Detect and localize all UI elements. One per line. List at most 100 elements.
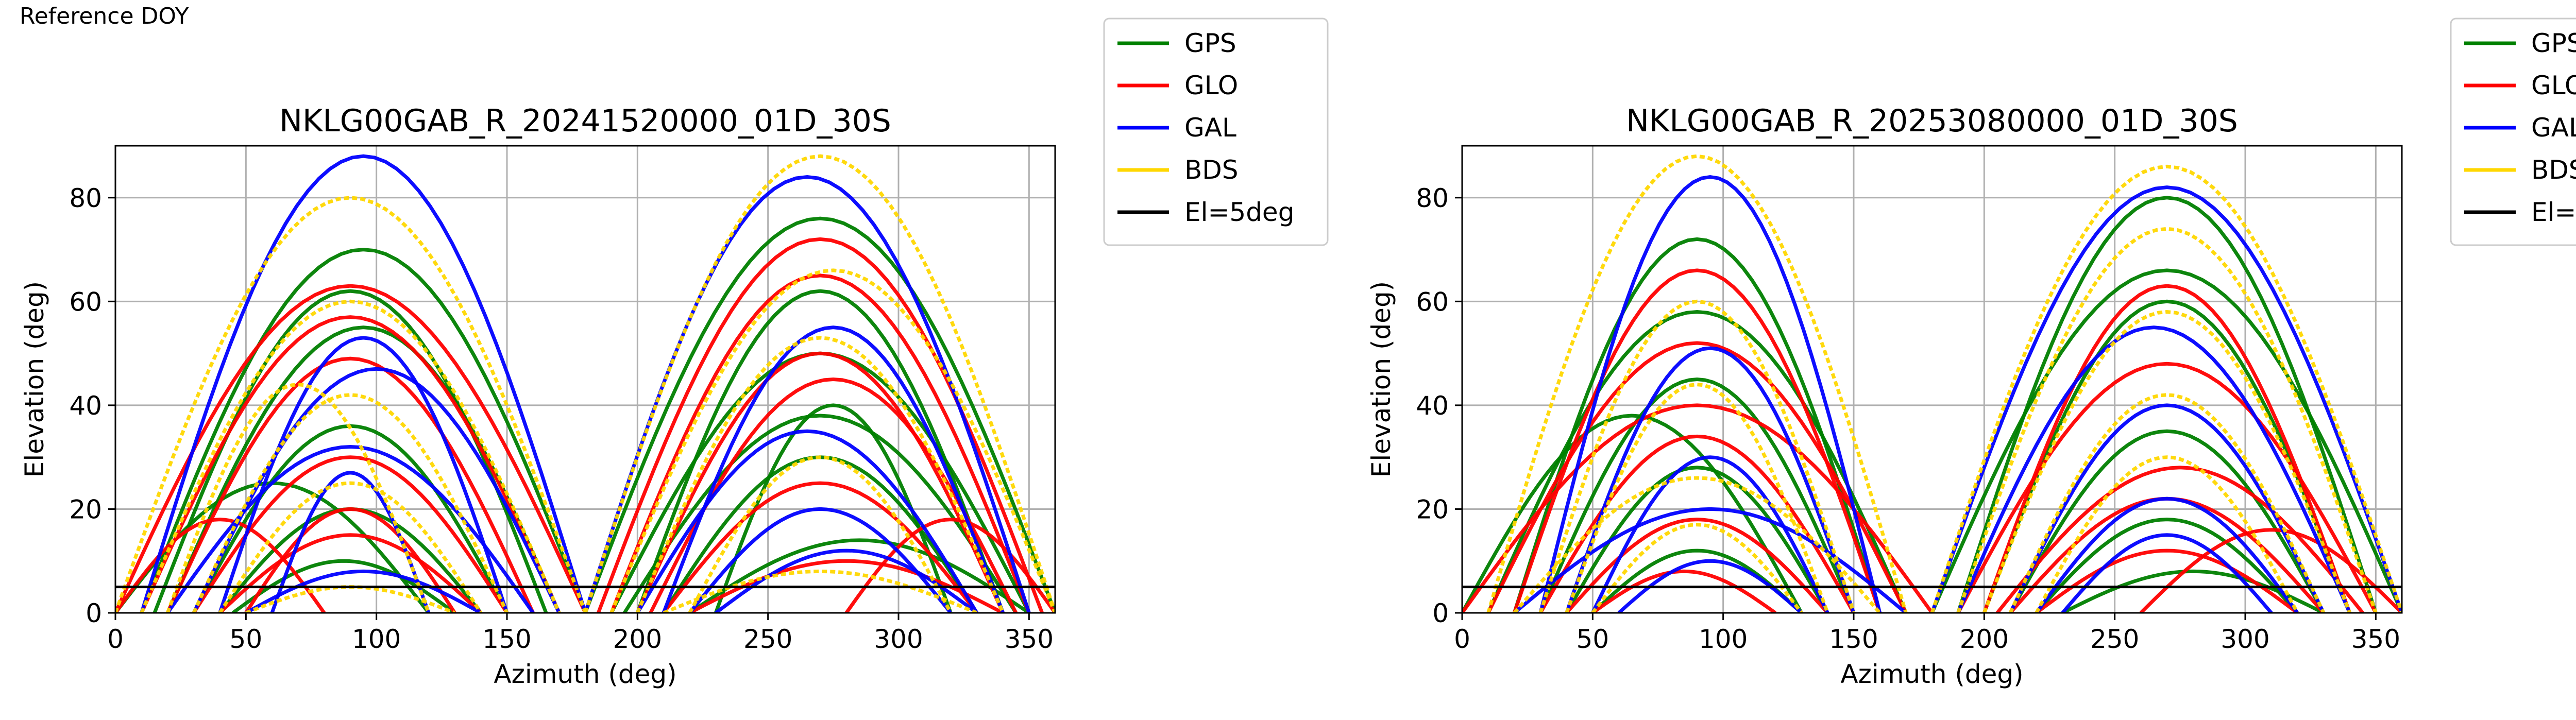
legend-label: El=5deg: [1184, 197, 1294, 227]
arc-bds: [1486, 154, 1908, 613]
legend-label: El=5deg: [2531, 197, 2576, 227]
chart-1: 0 50 100 150 200 250 300 350 0 20 40 60 80 NKLG00GAB_…: [20, 18, 1329, 689]
axes-frame: [114, 145, 1056, 614]
x-tick-label: 300: [874, 624, 923, 654]
y-tick-label: 20: [1416, 494, 1449, 524]
arc-bds: [1982, 310, 2351, 613]
arc-bds: [1565, 383, 1829, 613]
y-tick-label: 0: [1432, 598, 1449, 628]
arc-gps: [140, 248, 587, 613]
arc-glo: [844, 518, 1055, 613]
arc-gal: [2061, 533, 2273, 613]
x-tick-label: 150: [482, 624, 531, 654]
arc-gps: [1538, 377, 1856, 613]
arc-glo: [1538, 434, 1856, 613]
x-tick-label: 0: [107, 624, 124, 654]
arc-glo: [1565, 518, 1829, 613]
arc-gal: [218, 336, 509, 613]
y-tick-label: 0: [86, 598, 102, 628]
arc-glo: [609, 273, 1031, 613]
legend: GPS GLO GAL BDS El=5deg: [1103, 18, 1329, 246]
arc-bds: [218, 481, 483, 613]
x-axis-label: Azimuth (deg): [1840, 659, 2023, 689]
y-tick-label: 80: [1416, 183, 1449, 213]
plot-area: [115, 154, 1055, 613]
arc-gps: [688, 538, 1030, 613]
x-tick-label: 150: [1829, 624, 1878, 654]
arc-gal: [583, 175, 1031, 613]
x-tick-label: 250: [2090, 624, 2139, 654]
arc-glo: [140, 315, 561, 613]
arc-gal: [1591, 455, 1829, 613]
arc-glo: [636, 351, 1005, 613]
arc-gal: [1513, 507, 1907, 613]
arc-bds: [166, 383, 431, 613]
y-axis-label: Elevation (deg): [20, 281, 49, 477]
arc-gal: [2008, 403, 2326, 613]
legend-label: BDS: [2531, 155, 2576, 185]
arc-gps: [2008, 429, 2326, 613]
legend-label: GLO: [2531, 71, 2576, 100]
legend-box: [2450, 18, 2576, 246]
x-tick-label: 200: [1960, 624, 2009, 654]
arc-glo: [2035, 548, 2299, 613]
x-tick-label: 250: [743, 624, 792, 654]
arc-gal: [1538, 175, 1882, 613]
arc-gal: [2035, 496, 2299, 613]
legend-label: GAL: [1184, 113, 1236, 143]
legend-label: GPS: [2531, 28, 2576, 58]
arc-bds: [688, 455, 953, 613]
arc-gps: [1982, 299, 2351, 613]
chart-2: 0 50 100 150 200 250 300 350 0 20 40 60 80 NKLG00GAB_…: [1366, 18, 2576, 689]
arc-glo: [1486, 341, 1908, 613]
legend: GPS GLO GAL BDS El=5deg: [2450, 18, 2576, 246]
arc-gal: [715, 548, 978, 613]
arc-gal: [662, 325, 1005, 613]
legend-label: GLO: [1184, 71, 1238, 100]
arc-bds: [636, 336, 1005, 613]
arc-glo: [166, 356, 535, 613]
arc-glo: [1956, 362, 2378, 613]
x-tick-label: 300: [2221, 624, 2269, 654]
arc-gps: [1512, 237, 1882, 613]
x-tick-label: 350: [2351, 624, 2400, 654]
arc-bds: [609, 268, 1055, 613]
arc-bds: [140, 299, 561, 613]
legend-label: GAL: [2531, 113, 2576, 143]
axes-frame: [1461, 145, 2403, 614]
arc-gps: [2035, 518, 2299, 613]
y-tick-label: 40: [1416, 391, 1449, 421]
reference-doy-label: Reference DOY: [20, 3, 189, 29]
arc-glo: [1512, 268, 1882, 613]
y-tick-label: 80: [69, 183, 102, 213]
x-tick-label: 100: [1699, 624, 1748, 654]
arc-gal: [270, 471, 431, 613]
x-tick-label: 100: [352, 624, 401, 654]
arc-bds: [1538, 299, 1856, 613]
arc-glo: [662, 481, 978, 613]
arc-glo: [597, 237, 1044, 613]
x-axis-label: Azimuth (deg): [494, 659, 676, 689]
arc-bds: [1591, 523, 1803, 613]
plot-area: [1462, 154, 2402, 613]
arc-bds: [1513, 476, 1882, 613]
y-tick-label: 40: [69, 391, 102, 421]
arc-gal: [245, 569, 482, 613]
arc-gps: [636, 289, 1005, 613]
x-tick-label: 200: [613, 624, 662, 654]
chart-title: NKLG00GAB_R_20253080000_01D_30S: [1626, 103, 2238, 139]
legend-label: BDS: [1184, 155, 1239, 185]
legend-label: GPS: [1184, 28, 1236, 58]
arc-gps: [623, 414, 1018, 613]
arc-glo: [1982, 284, 2351, 613]
arc-glo: [218, 533, 482, 613]
arc-glo: [2139, 528, 2402, 613]
arc-gps: [1930, 268, 2402, 613]
arc-bds: [583, 154, 1055, 613]
legend-box: [1103, 18, 1329, 246]
arc-gps: [583, 216, 1055, 613]
arc-gal: [140, 154, 587, 613]
arc-bds: [2035, 455, 2299, 613]
arc-gal: [1565, 346, 1856, 613]
